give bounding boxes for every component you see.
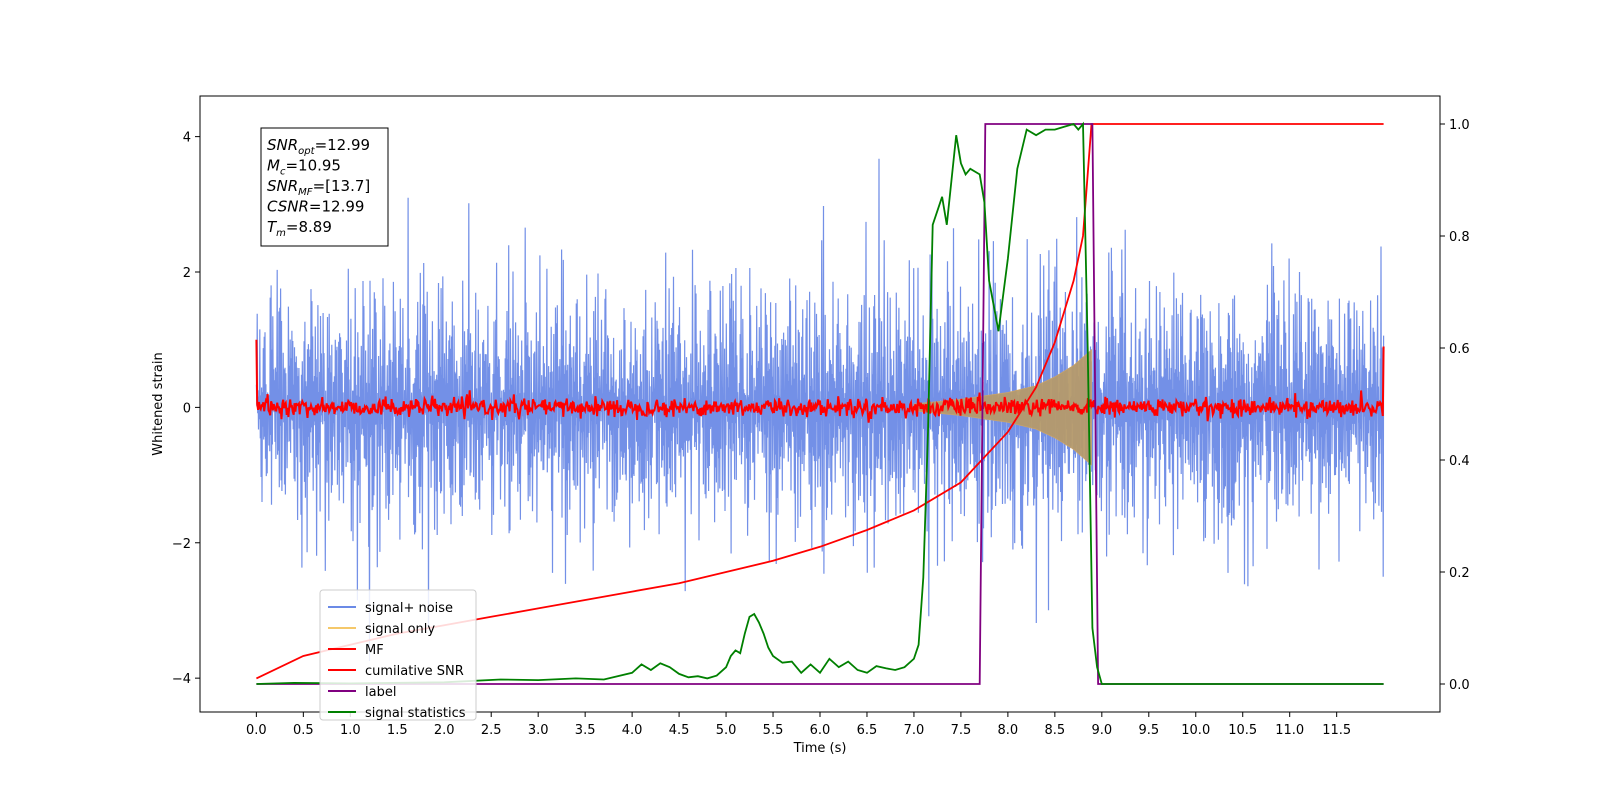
- y-tick-label: −2: [172, 537, 191, 552]
- legend-entry: cumilative SNR: [365, 664, 464, 679]
- x-tick-label: 11.5: [1322, 723, 1351, 738]
- series-signal-noise: [255, 158, 1385, 662]
- x-axis-label: Time (s): [793, 741, 847, 756]
- x-tick-label: 11.0: [1275, 723, 1304, 738]
- x-tick-label: 5.0: [716, 723, 737, 738]
- legend: signal+ noise signal only MF cumilative SNR…: [319, 589, 477, 721]
- x-tick-label: 8.5: [1045, 723, 1066, 738]
- x-tick-label: 7.0: [904, 723, 925, 738]
- stats-box-frame: [260, 127, 389, 247]
- x-tick-label: 10.5: [1228, 723, 1257, 738]
- stats-box: SNRopt=12.99Mc=10.95SNRMF=[13.7]CSNR=12.…: [260, 127, 389, 247]
- x-tick-label: 9.0: [1091, 723, 1112, 738]
- x-tick-label: 7.5: [951, 723, 972, 738]
- y2-tick-label: 0.6: [1449, 342, 1470, 357]
- legend-entry: signal only: [365, 622, 435, 637]
- y-tick-label: 2: [183, 266, 191, 281]
- y-tick-label: 0: [183, 401, 191, 416]
- x-tick-label: 6.0: [810, 723, 831, 738]
- y-tick-label: −4: [172, 672, 191, 687]
- legend-entry: label: [365, 685, 396, 700]
- y2-tick-label: 0.8: [1449, 230, 1470, 245]
- x-tick-label: 9.5: [1138, 723, 1159, 738]
- stats-line: Tm=8.89: [267, 218, 332, 239]
- x-axis: 0.0 0.5 1.0 1.5 2.0 2.5 3.0 3.5 4.0 4.5 5.0 5.5 6.0 6…: [246, 712, 1351, 738]
- y-axis-left: 4 2 0 −2 −4: [172, 131, 200, 687]
- x-tick-label: 3.5: [575, 723, 596, 738]
- stats-line: Mc=10.95: [267, 157, 341, 178]
- plot-layer: [255, 121, 1385, 685]
- x-tick-label: 4.5: [669, 723, 690, 738]
- y-axis-right: 1.0 0.8 0.6 0.4 0.2 0.0: [1440, 118, 1470, 693]
- series-mf: [255, 339, 1385, 423]
- x-tick-label: 8.0: [998, 723, 1019, 738]
- x-tick-label: 1.0: [340, 723, 361, 738]
- x-tick-label: 0.0: [246, 723, 267, 738]
- x-tick-label: 0.5: [293, 723, 314, 738]
- y2-tick-label: 0.4: [1449, 454, 1470, 469]
- x-tick-label: 3.0: [528, 723, 549, 738]
- y2-tick-label: 0.0: [1449, 678, 1470, 693]
- x-tick-label: 6.5: [857, 723, 878, 738]
- legend-frame: [319, 589, 477, 721]
- stats-line: SNRopt=12.99: [267, 136, 370, 157]
- y2-tick-label: 0.2: [1449, 566, 1470, 581]
- y-tick-label: 4: [183, 131, 191, 146]
- legend-entry: signal statistics: [365, 706, 466, 721]
- x-tick-label: 4.0: [622, 723, 643, 738]
- y-axis-label: Whitened strain: [151, 352, 166, 455]
- y2-tick-label: 1.0: [1449, 118, 1470, 133]
- x-tick-label: 5.5: [763, 723, 784, 738]
- series-signal-statistics: [256, 121, 1384, 685]
- stats-line: SNRMF=[13.7]: [267, 177, 370, 198]
- x-tick-label: 1.5: [387, 723, 408, 738]
- legend-entry: MF: [365, 643, 384, 658]
- x-tick-label: 2.0: [434, 723, 455, 738]
- legend-entry: signal+ noise: [365, 601, 453, 616]
- x-tick-label: 10.0: [1181, 723, 1210, 738]
- stats-line: CSNR=12.99: [267, 198, 364, 216]
- x-tick-label: 2.5: [481, 723, 502, 738]
